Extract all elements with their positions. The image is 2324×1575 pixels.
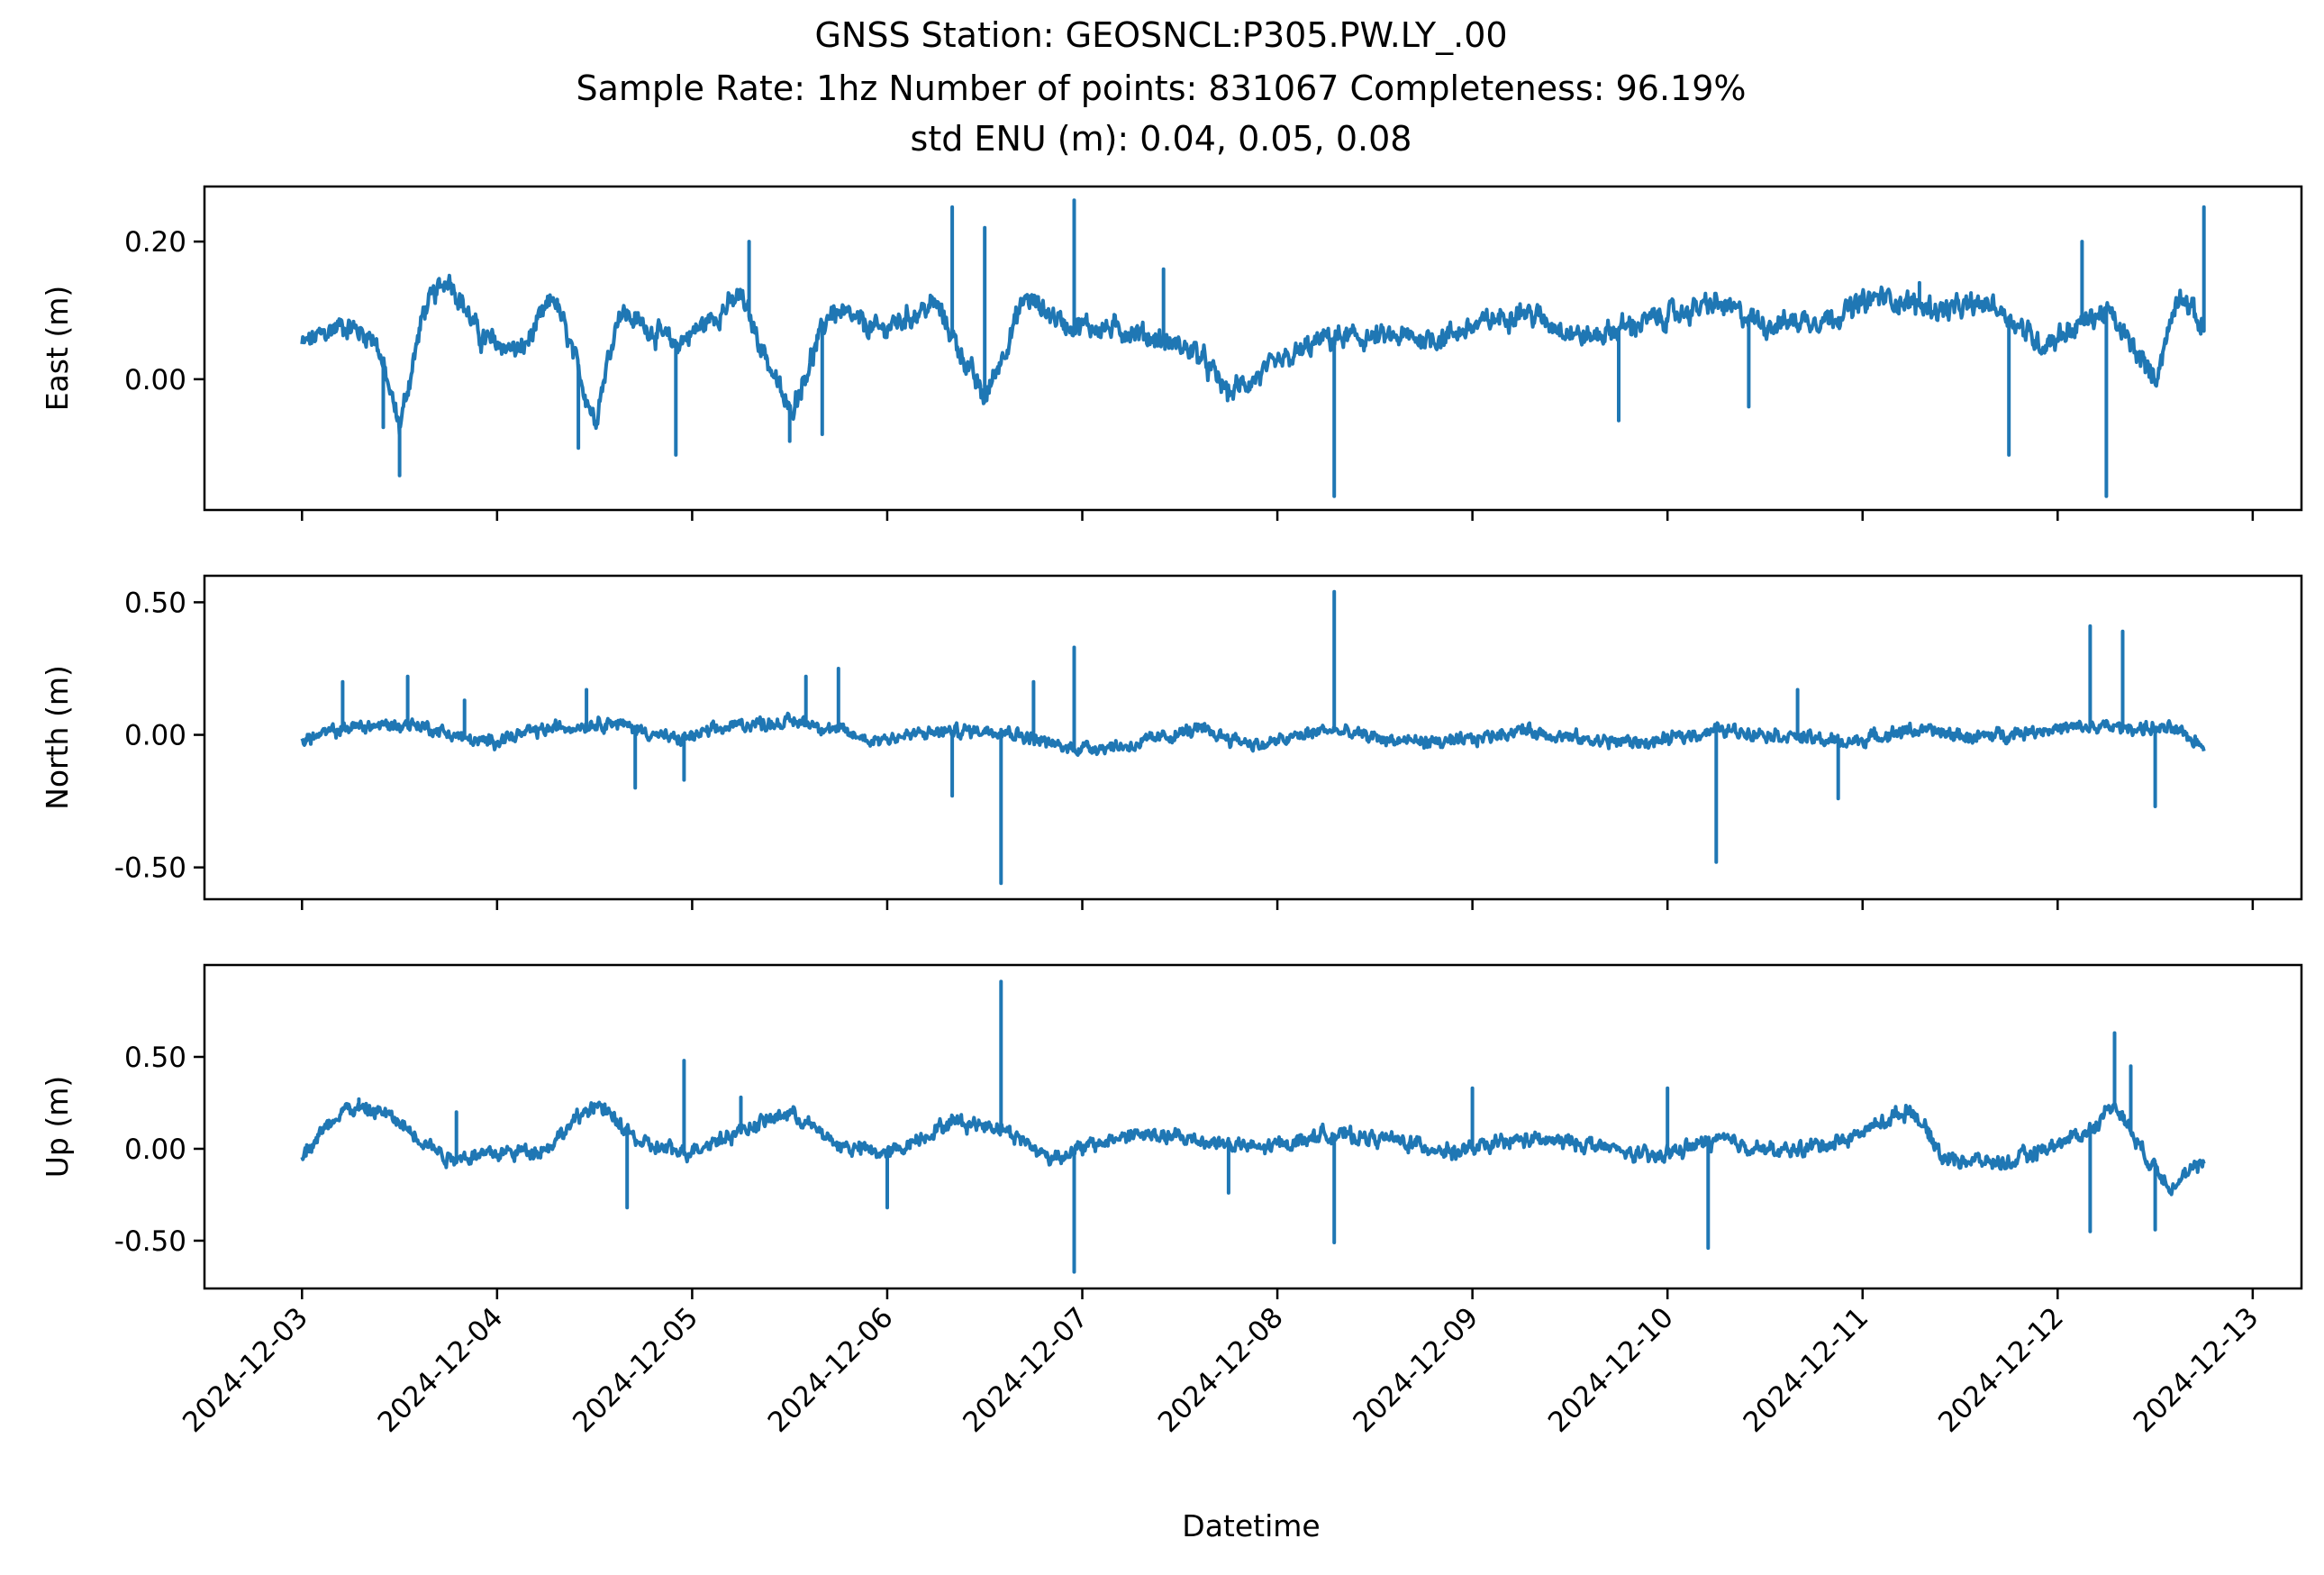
x-tick-label-3: 2024-12-06 [762,1301,900,1439]
chart-title-line1: GNSS Station: GEOSNCL:P305.PW.LY_.00 [814,15,1507,55]
x-tick-label-1: 2024-12-04 [372,1301,510,1439]
plot-frame-0 [203,185,2303,512]
y-tick-label-0-0: 0.00 [124,364,186,396]
y-tick-label-1-1: 0.00 [124,720,186,752]
chart-title-line2: Sample Rate: 1hz Number of points: 83106… [576,68,1747,108]
panel-1: -0.50 0.00 0.50 North (m) [40,574,2303,910]
y-axis-label-2: Up (m) [40,1076,75,1179]
x-tick-label-7: 2024-12-10 [1542,1301,1680,1439]
y-tick-label-0-1: 0.20 [124,226,186,259]
series-line-2 [300,979,2206,1274]
series-line-1 [300,589,2206,886]
y-tick-label-2-0: -0.50 [114,1225,186,1258]
chart-title-line3: std ENU (m): 0.04, 0.05, 0.08 [911,119,1412,159]
y-tick-label-2-1: 0.00 [124,1133,186,1166]
y-tick-label-1-2: 0.50 [124,587,186,619]
plot-frame-2 [203,963,2303,1290]
y-axis-label-1: North (m) [40,665,75,810]
y-tick-label-1-0: -0.50 [114,852,186,885]
x-tick-label-10: 2024-12-13 [2128,1301,2265,1439]
x-tick-label-5: 2024-12-08 [1152,1301,1290,1439]
x-tick-label-6: 2024-12-09 [1347,1301,1484,1439]
x-tick-label-2: 2024-12-05 [567,1301,704,1439]
x-tick-label-4: 2024-12-07 [957,1301,1094,1439]
panel-0: 0.00 0.20 East (m) [40,185,2303,521]
x-axis-label: Datetime [1182,1508,1320,1543]
series-line-0 [300,198,2206,498]
x-tick-label-0: 2024-12-03 [177,1301,314,1439]
plot-frame-1 [203,574,2303,901]
y-tick-label-2-2: 0.50 [124,1042,186,1074]
y-axis-label-0: East (m) [40,286,75,412]
x-tick-label-9: 2024-12-12 [1932,1301,2070,1439]
panel-2: -0.50 0.00 0.50 Up (m) 2024-12-03 2024-12-04 2… [40,963,2303,1439]
x-tick-label-8: 2024-12-11 [1738,1301,1875,1439]
